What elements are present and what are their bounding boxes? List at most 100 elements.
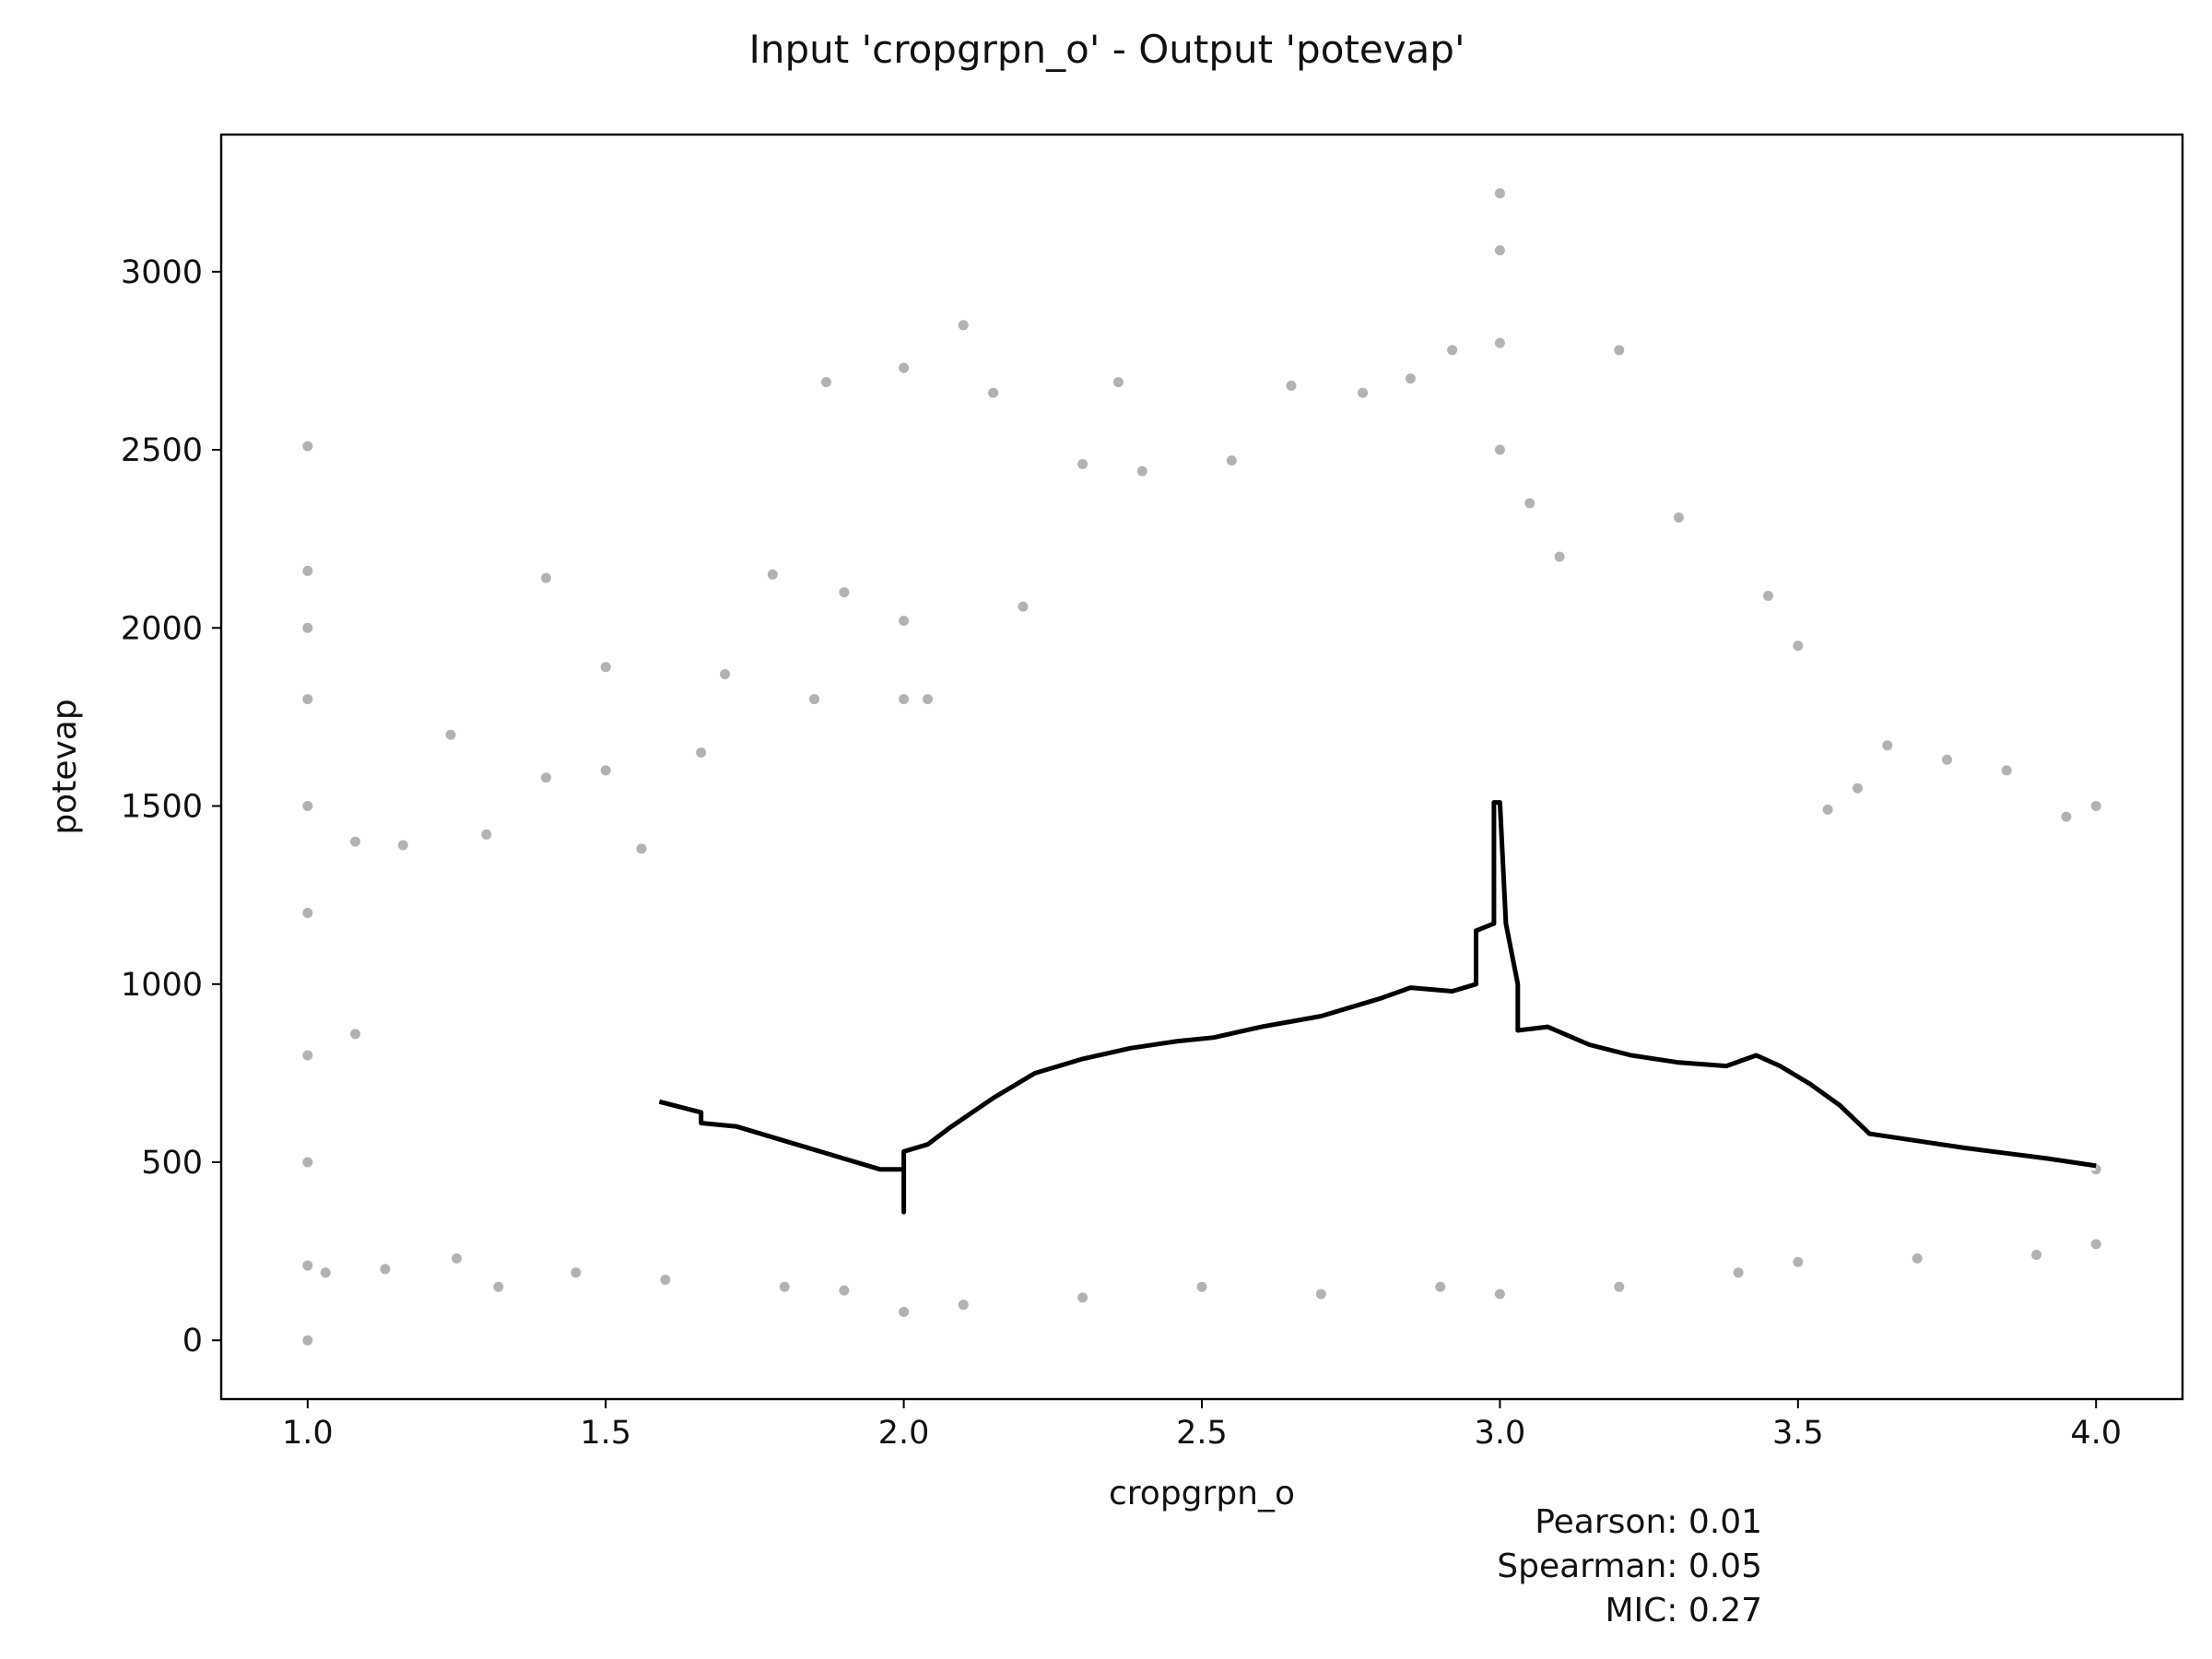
scatter-point xyxy=(1112,377,1124,388)
scatter-point xyxy=(1494,444,1505,455)
scatter-point xyxy=(302,565,313,576)
x-tick-label: 3.0 xyxy=(1475,1415,1526,1452)
scatter-point xyxy=(660,1275,671,1286)
scatter-point xyxy=(1614,345,1625,356)
scatter-point xyxy=(1018,601,1029,612)
scatter-point xyxy=(1822,804,1833,815)
scatter-point xyxy=(302,1335,313,1346)
scatter-point xyxy=(451,1253,462,1264)
y-tick-label: 2500 xyxy=(121,432,203,469)
y-tick-label: 1000 xyxy=(121,967,203,1004)
scatter-point xyxy=(1852,782,1863,794)
scatter-point xyxy=(302,1260,313,1271)
scatter-point xyxy=(958,1300,969,1311)
scatter-point xyxy=(922,694,933,705)
x-tick-label: 3.5 xyxy=(1772,1415,1824,1452)
scatter-point xyxy=(2090,1239,2101,1250)
x-tick-label: 4.0 xyxy=(2070,1415,2122,1452)
scatter-point xyxy=(1358,387,1369,398)
scatter-point xyxy=(302,1157,313,1168)
trend-line-halo xyxy=(658,797,2098,1218)
scatter-point xyxy=(899,362,910,373)
scatter-point xyxy=(1077,1292,1088,1303)
y-tick-label: 3000 xyxy=(121,254,203,291)
scatter-point xyxy=(1286,380,1297,391)
scatter-point xyxy=(350,836,361,847)
correlation-stats: Pearson: 0.01 Spearman: 0.05 MIC: 0.27 xyxy=(1497,1500,1762,1633)
x-tick-label: 2.5 xyxy=(1176,1415,1228,1452)
scatter-point xyxy=(1315,1288,1326,1300)
y-axis-label: potevap xyxy=(46,699,84,834)
x-axis-ticks: 1.0 1.5 2.0 2.5 3.0 3.5 4.0 xyxy=(282,1399,2122,1452)
scatter-point xyxy=(302,801,313,812)
x-tick-label: 2.0 xyxy=(878,1415,930,1452)
scatter-point xyxy=(2001,765,2012,776)
scatter-point xyxy=(302,622,313,633)
scatter-point xyxy=(767,569,778,580)
trend-line-path xyxy=(658,800,2097,1215)
scatter-point xyxy=(1673,512,1684,523)
scatter-point xyxy=(1524,498,1535,509)
scatter-point xyxy=(541,772,552,783)
scatter-point xyxy=(2031,1249,2042,1260)
y-tick-label: 0 xyxy=(182,1323,203,1359)
plot-frame xyxy=(219,133,2184,1401)
y-axis-ticks: 0 500 1000 1500 2000 2500 3000 xyxy=(121,254,221,1359)
trend-line xyxy=(658,797,2098,1218)
scatter-point xyxy=(821,377,832,388)
scatter-point xyxy=(839,587,850,598)
scatter-point xyxy=(1077,458,1088,469)
scatter-point xyxy=(2090,801,2101,812)
scatter-point xyxy=(1793,1256,1804,1267)
scatter-point xyxy=(720,669,731,680)
scatter-point xyxy=(1554,551,1565,562)
mic-stat: MIC: 0.27 xyxy=(1605,1592,1762,1630)
scatter-point xyxy=(397,840,408,851)
y-tick-label: 2000 xyxy=(121,610,203,647)
scatter-point xyxy=(493,1281,504,1292)
spearman-stat: Spearman: 0.05 xyxy=(1497,1547,1762,1585)
scatter-points xyxy=(302,188,2101,1346)
scatter-point xyxy=(1494,337,1505,348)
x-axis-label: cropgrpn_o xyxy=(1109,1475,1295,1512)
scatter-point xyxy=(302,441,313,452)
scatter-point xyxy=(899,616,910,627)
scatter-point xyxy=(600,662,611,673)
scatter-point xyxy=(1435,1281,1446,1292)
scatter-point xyxy=(1912,1253,1923,1264)
scatter-point xyxy=(1136,465,1147,477)
scatter-point xyxy=(1447,345,1458,356)
scatter-point xyxy=(1494,188,1505,199)
scatter-point xyxy=(1733,1267,1744,1278)
scatter-point xyxy=(541,572,552,583)
scatter-point xyxy=(958,320,969,331)
scatter-point xyxy=(600,765,611,776)
scatter-point xyxy=(636,843,647,854)
pearson-stat: Pearson: 0.01 xyxy=(1535,1503,1762,1541)
scatter-point xyxy=(1405,373,1416,384)
scatter-point xyxy=(809,694,820,705)
scatter-point xyxy=(350,1029,361,1040)
scatter-point xyxy=(445,729,456,740)
scatter-point xyxy=(1494,245,1505,256)
x-tick-label: 1.0 xyxy=(282,1415,334,1452)
scatter-point xyxy=(1226,455,1237,466)
scatter-point xyxy=(302,1050,313,1061)
scatter-point xyxy=(1942,754,1953,765)
scatter-point xyxy=(1793,641,1804,652)
scatter-point xyxy=(380,1264,391,1275)
scatter-point xyxy=(320,1267,331,1278)
scatter-point xyxy=(1882,740,1893,751)
y-tick-label: 500 xyxy=(141,1145,203,1182)
scatter-point xyxy=(481,829,492,840)
scatter-point xyxy=(571,1267,582,1278)
scatter-point xyxy=(988,387,999,398)
x-tick-label: 1.5 xyxy=(580,1415,631,1452)
scatter-point xyxy=(1196,1281,1207,1292)
scatter-point xyxy=(839,1285,850,1296)
scatter-point xyxy=(2061,811,2072,822)
scatter-point xyxy=(899,1306,910,1317)
scatter-point xyxy=(302,694,313,705)
scatter-point xyxy=(899,694,910,705)
